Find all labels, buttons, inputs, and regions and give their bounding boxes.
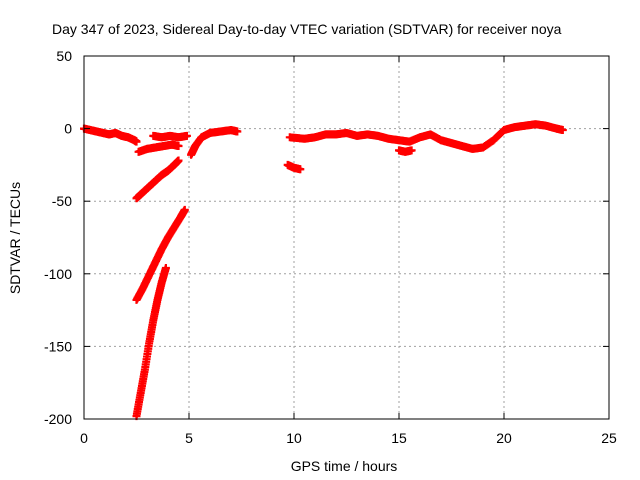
series-sat-d (132, 205, 189, 304)
y-tick-label: 0 (64, 121, 72, 137)
series-sat-c (132, 156, 183, 203)
data-point (180, 205, 189, 214)
x-tick-label: 10 (286, 430, 302, 446)
data-point (161, 263, 170, 272)
x-tick-label: 0 (80, 430, 88, 446)
plot-frame (83, 55, 610, 420)
series-sat-g (283, 160, 305, 174)
y-tick-label: -100 (44, 266, 72, 282)
series-sat-f (187, 126, 242, 159)
data-point (174, 156, 183, 165)
series-main (80, 124, 141, 146)
chart-title: Day 347 of 2023, Sidereal Day-to-day VTE… (52, 21, 562, 37)
series-sat-a (134, 140, 183, 156)
data-point (132, 137, 141, 146)
grid (84, 56, 609, 419)
x-tick-label: 5 (185, 430, 193, 446)
data-points (80, 120, 567, 421)
x-tick-label: 25 (601, 430, 617, 446)
series-sat-e (132, 263, 170, 421)
x-axis-label: GPS time / hours (291, 458, 398, 474)
y-tick-label: -50 (52, 193, 72, 209)
data-point (407, 146, 416, 155)
data-point (182, 131, 191, 140)
y-axis-label: SDTVAR / TECUs (7, 182, 23, 294)
y-tick-label: 50 (56, 48, 72, 64)
axis-ticks: 0 5 10 15 20 25 -200 -150 -100 -50 0 50 (44, 48, 617, 446)
y-tick-label: -200 (44, 411, 72, 427)
x-tick-label: 20 (496, 430, 512, 446)
data-point (558, 126, 567, 135)
series-sat-i (395, 146, 416, 156)
series-sat-h (285, 120, 567, 153)
x-tick-label: 15 (391, 430, 407, 446)
data-point (233, 127, 242, 136)
data-point (174, 142, 183, 151)
y-tick-label: -150 (44, 338, 72, 354)
series-sat-b (149, 131, 191, 142)
data-point (296, 165, 305, 174)
